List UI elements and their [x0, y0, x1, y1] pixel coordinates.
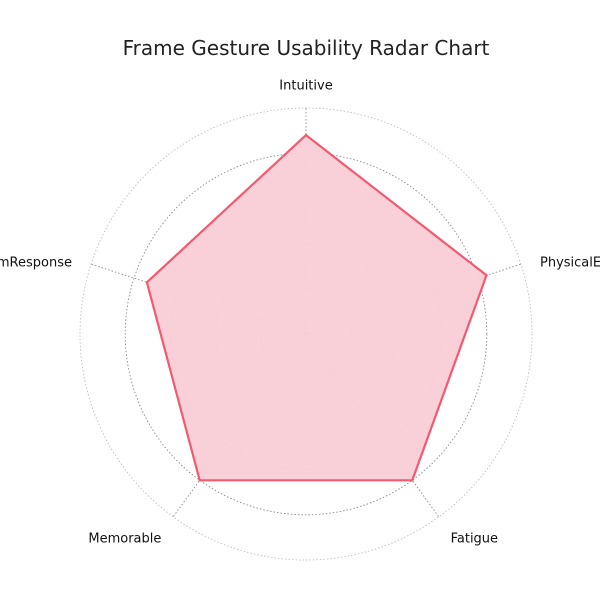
- axis-label-systemresponse: SystemResponse: [0, 256, 72, 271]
- series-layer: [145, 133, 488, 482]
- axis-label-memorable: Memorable: [88, 532, 161, 547]
- data-point-memorable: [198, 479, 201, 482]
- series-area-1: [146, 135, 487, 481]
- axis-label-layer: Intuitive PhysicalEffort Fatigue Memorable S…: [0, 79, 600, 547]
- series-line-1: [145, 133, 488, 482]
- data-point-physicaleffort: [485, 274, 488, 277]
- data-point-fatigue: [411, 479, 414, 482]
- data-point-intuitive: [304, 133, 308, 137]
- axis-label-fatigue: Fatigue: [451, 532, 498, 547]
- axis-label-physicaleffort: PhysicalEffort: [540, 256, 600, 271]
- chart-title: Frame Gesture Usability Radar Chart: [123, 36, 490, 60]
- data-point-systemresponse: [145, 281, 149, 284]
- axis-label-intuitive: Intuitive: [279, 79, 332, 94]
- grid-ring-5: [79, 107, 533, 561]
